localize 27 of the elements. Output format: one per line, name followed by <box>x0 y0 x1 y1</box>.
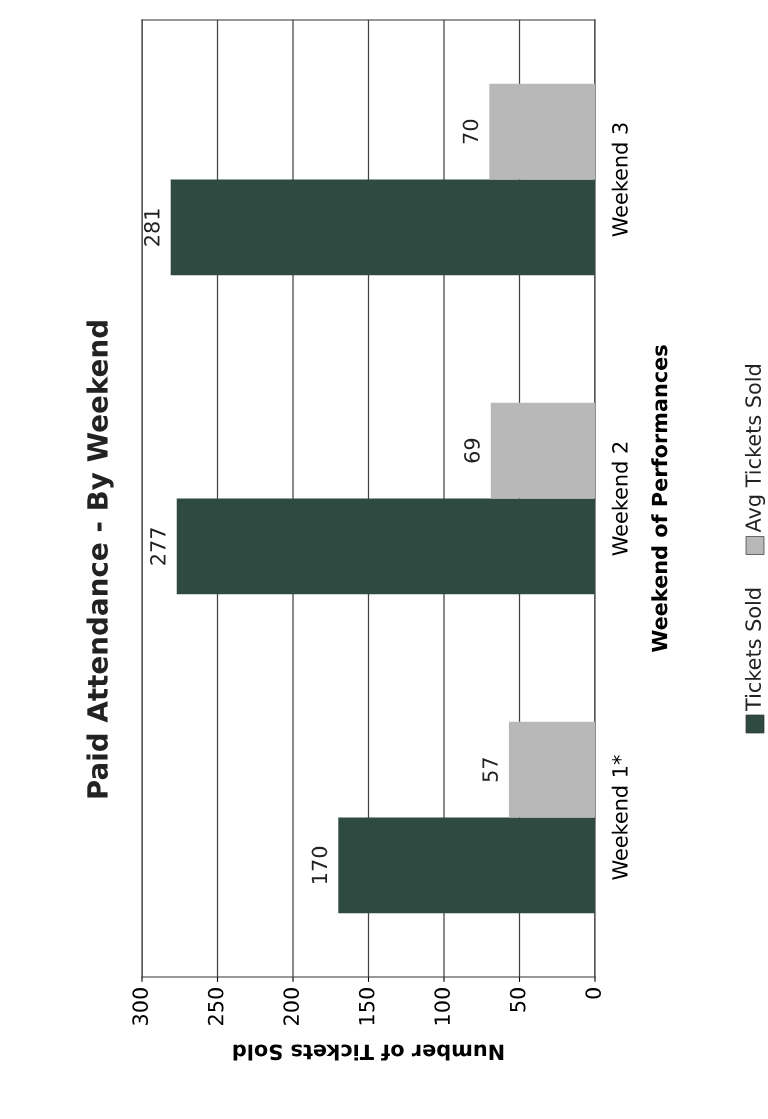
text: Tickets Sold <box>744 588 762 712</box>
y-axis-title: Weekend of Performances <box>651 345 668 653</box>
x-tick-label: 300 <box>132 988 149 1025</box>
data-label: 70 <box>462 119 479 144</box>
data-label: 57 <box>482 758 498 782</box>
x-tick-label: 100 <box>434 988 451 1025</box>
data-label: 281 <box>143 209 160 246</box>
y-tick-label: Weekend 2 <box>611 442 628 556</box>
x-tick-label: 150 <box>358 988 375 1025</box>
bar <box>176 498 595 595</box>
data-label: 170 <box>311 846 328 883</box>
bar <box>489 83 595 180</box>
x-axis-title: Number of Tickets Sold <box>233 1044 504 1061</box>
bar <box>490 402 595 499</box>
text: Avg Tickets Sold <box>744 365 766 533</box>
y-tick-label: Weekend 1* <box>611 755 628 880</box>
x-tick-label: 50 <box>509 988 526 1012</box>
data-label: 277 <box>149 528 166 565</box>
y-tick-label: Weekend 3 <box>611 123 628 237</box>
x-tick-label: 0 <box>585 988 602 999</box>
text: Paid Attendance - By Weekend <box>86 321 114 798</box>
x-tick-label: 250 <box>207 988 224 1025</box>
bar <box>508 721 595 818</box>
x-tick-label: 200 <box>283 988 300 1025</box>
bar <box>170 179 595 276</box>
bar <box>338 817 595 914</box>
data-label: 69 <box>464 438 480 463</box>
